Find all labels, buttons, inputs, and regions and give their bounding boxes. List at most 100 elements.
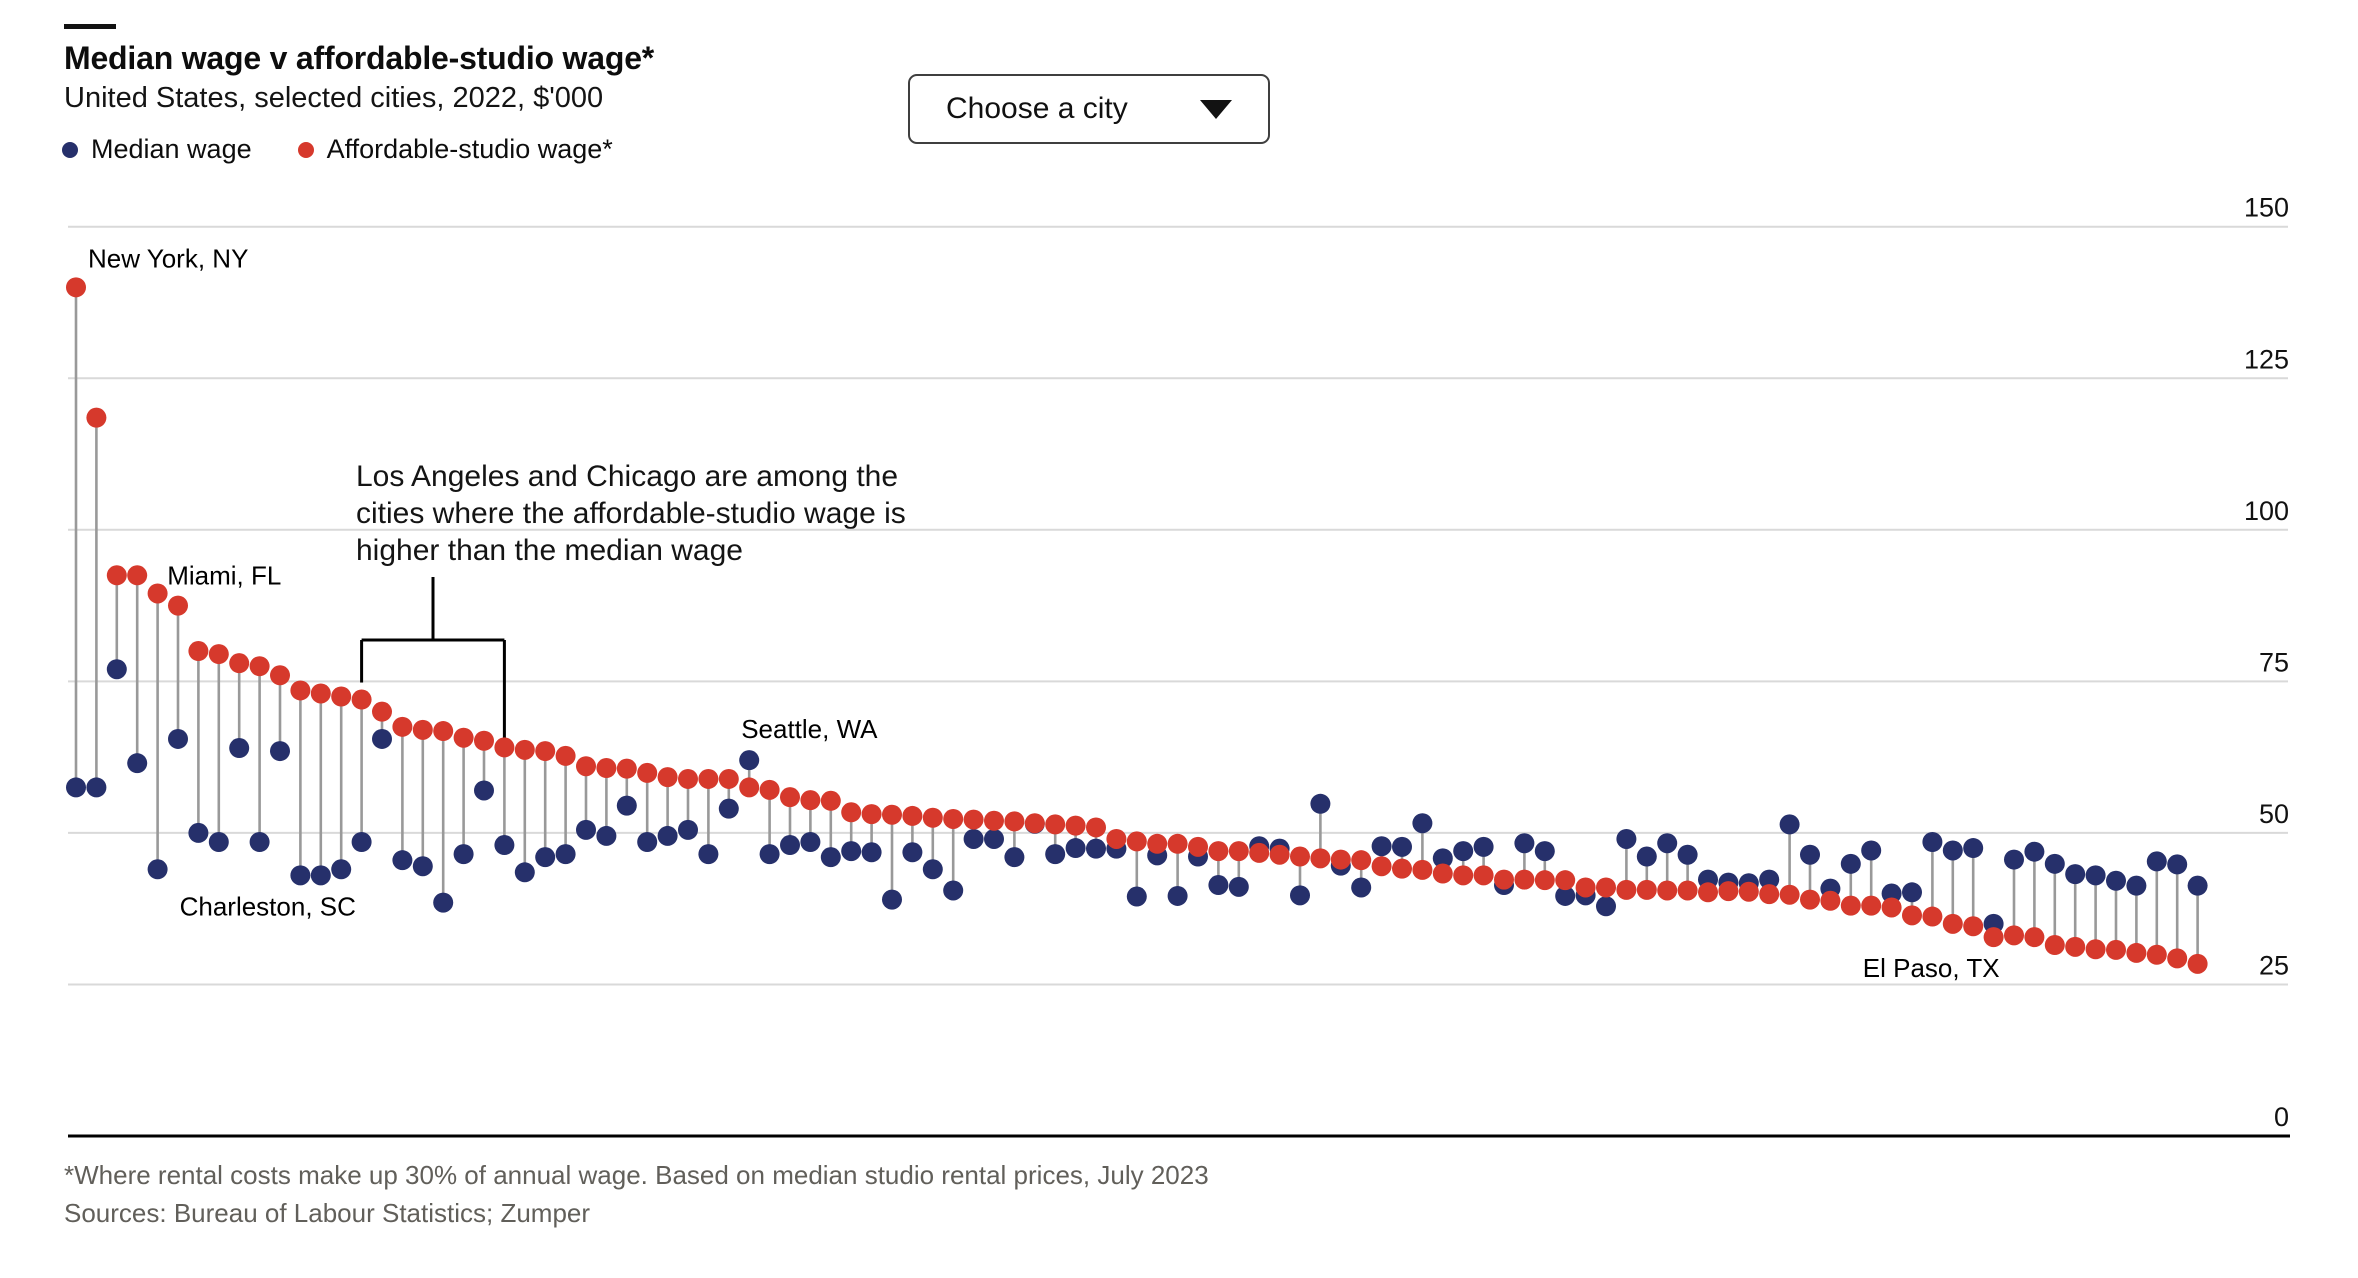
page-subtitle: United States, selected cities, 2022, $'… (64, 82, 604, 114)
data-point-median (208, 831, 229, 852)
data-point-studio (331, 686, 352, 707)
data-point-median (1861, 840, 1882, 861)
data-point-median (1065, 838, 1086, 859)
data-point-studio (1657, 880, 1678, 901)
data-point-median (1453, 841, 1474, 862)
data-point-median (2146, 851, 2167, 872)
data-point-median (1290, 885, 1310, 906)
data-point-median (596, 825, 617, 846)
data-point-studio (1004, 811, 1025, 832)
data-point-studio (555, 745, 576, 766)
y-tick-label: 25 (2259, 950, 2289, 980)
data-point-median (922, 859, 943, 880)
data-point-median (616, 795, 637, 816)
data-point-studio (494, 737, 515, 758)
data-point-median (2085, 865, 2106, 886)
data-point-studio (1534, 870, 1555, 891)
data-point-median (392, 850, 413, 871)
data-point-median (331, 859, 352, 880)
data-point-median (943, 880, 964, 901)
data-point-median (1759, 869, 1780, 890)
data-point-median (1045, 844, 1066, 865)
data-point-studio (1167, 833, 1188, 854)
legend-label: Median wage (91, 134, 252, 164)
data-point-studio (984, 810, 1004, 831)
data-point-studio (1269, 844, 1290, 865)
data-point-median (637, 831, 658, 852)
data-point-median (2004, 849, 2024, 870)
data-point-studio (147, 583, 168, 604)
data-point-studio (1983, 927, 2004, 948)
data-point-median (739, 750, 760, 771)
city-label: Seattle, WA (741, 714, 878, 744)
dropdown-label: Choose a city (946, 92, 1128, 125)
data-point-studio (535, 741, 556, 762)
choose-city-dropdown[interactable]: Choose a city (908, 74, 1270, 144)
data-point-median (433, 892, 454, 913)
data-point-studio (2065, 936, 2086, 957)
data-point-median (698, 844, 719, 865)
data-point-studio (372, 701, 392, 722)
data-point-median (2044, 853, 2065, 874)
data-point-median (1086, 838, 1106, 859)
data-point-median (1514, 833, 1535, 854)
data-point-studio (2106, 939, 2126, 960)
legend-label: Affordable-studio wage* (326, 134, 613, 164)
data-point-studio (1351, 850, 1372, 871)
y-tick-label: 0 (2274, 1102, 2289, 1132)
annotation-line: higher than the median wage (356, 534, 743, 567)
data-point-studio (453, 727, 474, 748)
data-point-studio (2004, 925, 2024, 946)
data-point-median (1800, 844, 1820, 865)
data-point-studio (1208, 841, 1229, 862)
data-point-median (2187, 875, 2208, 896)
data-point-studio (270, 665, 290, 686)
data-point-studio (759, 779, 780, 800)
data-point-median (984, 828, 1004, 849)
data-point-studio (1045, 814, 1066, 835)
data-point-studio (1759, 884, 1780, 905)
data-point-studio (1086, 817, 1106, 838)
data-point-median (1596, 896, 1616, 917)
chart-annotation: Los Angeles and Chicago are among the ci… (356, 458, 996, 569)
data-point-median (780, 835, 800, 856)
data-point-studio (698, 768, 719, 789)
data-point-studio (1677, 880, 1698, 901)
data-point-median (555, 844, 576, 865)
data-point-median (249, 831, 270, 852)
data-point-studio (1698, 882, 1718, 903)
data-point-studio (1188, 836, 1208, 857)
data-point-studio (168, 595, 188, 616)
data-point-studio (1800, 889, 1820, 910)
studio-wage-dot-icon (297, 141, 314, 158)
data-point-studio (474, 730, 494, 751)
data-point-studio (1616, 879, 1637, 900)
data-point-studio (1249, 842, 1270, 863)
data-point-studio (718, 768, 739, 789)
data-point-studio (1922, 906, 1943, 927)
y-tick-label: 150 (2244, 193, 2289, 223)
data-point-median (2024, 841, 2045, 862)
data-point-studio (412, 719, 433, 740)
data-point-studio (1473, 865, 1494, 886)
data-point-median (106, 659, 127, 680)
data-point-studio (800, 790, 821, 811)
data-point-studio (1024, 813, 1045, 834)
data-point-studio (739, 777, 760, 798)
data-point-studio (1514, 869, 1535, 890)
data-point-studio (1228, 841, 1249, 862)
data-point-studio (514, 739, 535, 760)
data-point-median (1432, 848, 1453, 869)
data-point-median (759, 844, 780, 865)
data-point-studio (290, 680, 311, 701)
data-point-studio (637, 762, 658, 783)
caret-down-icon (1200, 99, 1232, 119)
data-point-median (1636, 846, 1657, 867)
data-point-median (1779, 814, 1800, 835)
data-point-studio (2024, 927, 2045, 948)
data-point-studio (208, 644, 229, 665)
data-point-median (576, 819, 596, 840)
annotation-line: Los Angeles and Chicago are among the (356, 460, 899, 493)
page-title: Median wage v affordable-studio wage* (64, 40, 655, 76)
